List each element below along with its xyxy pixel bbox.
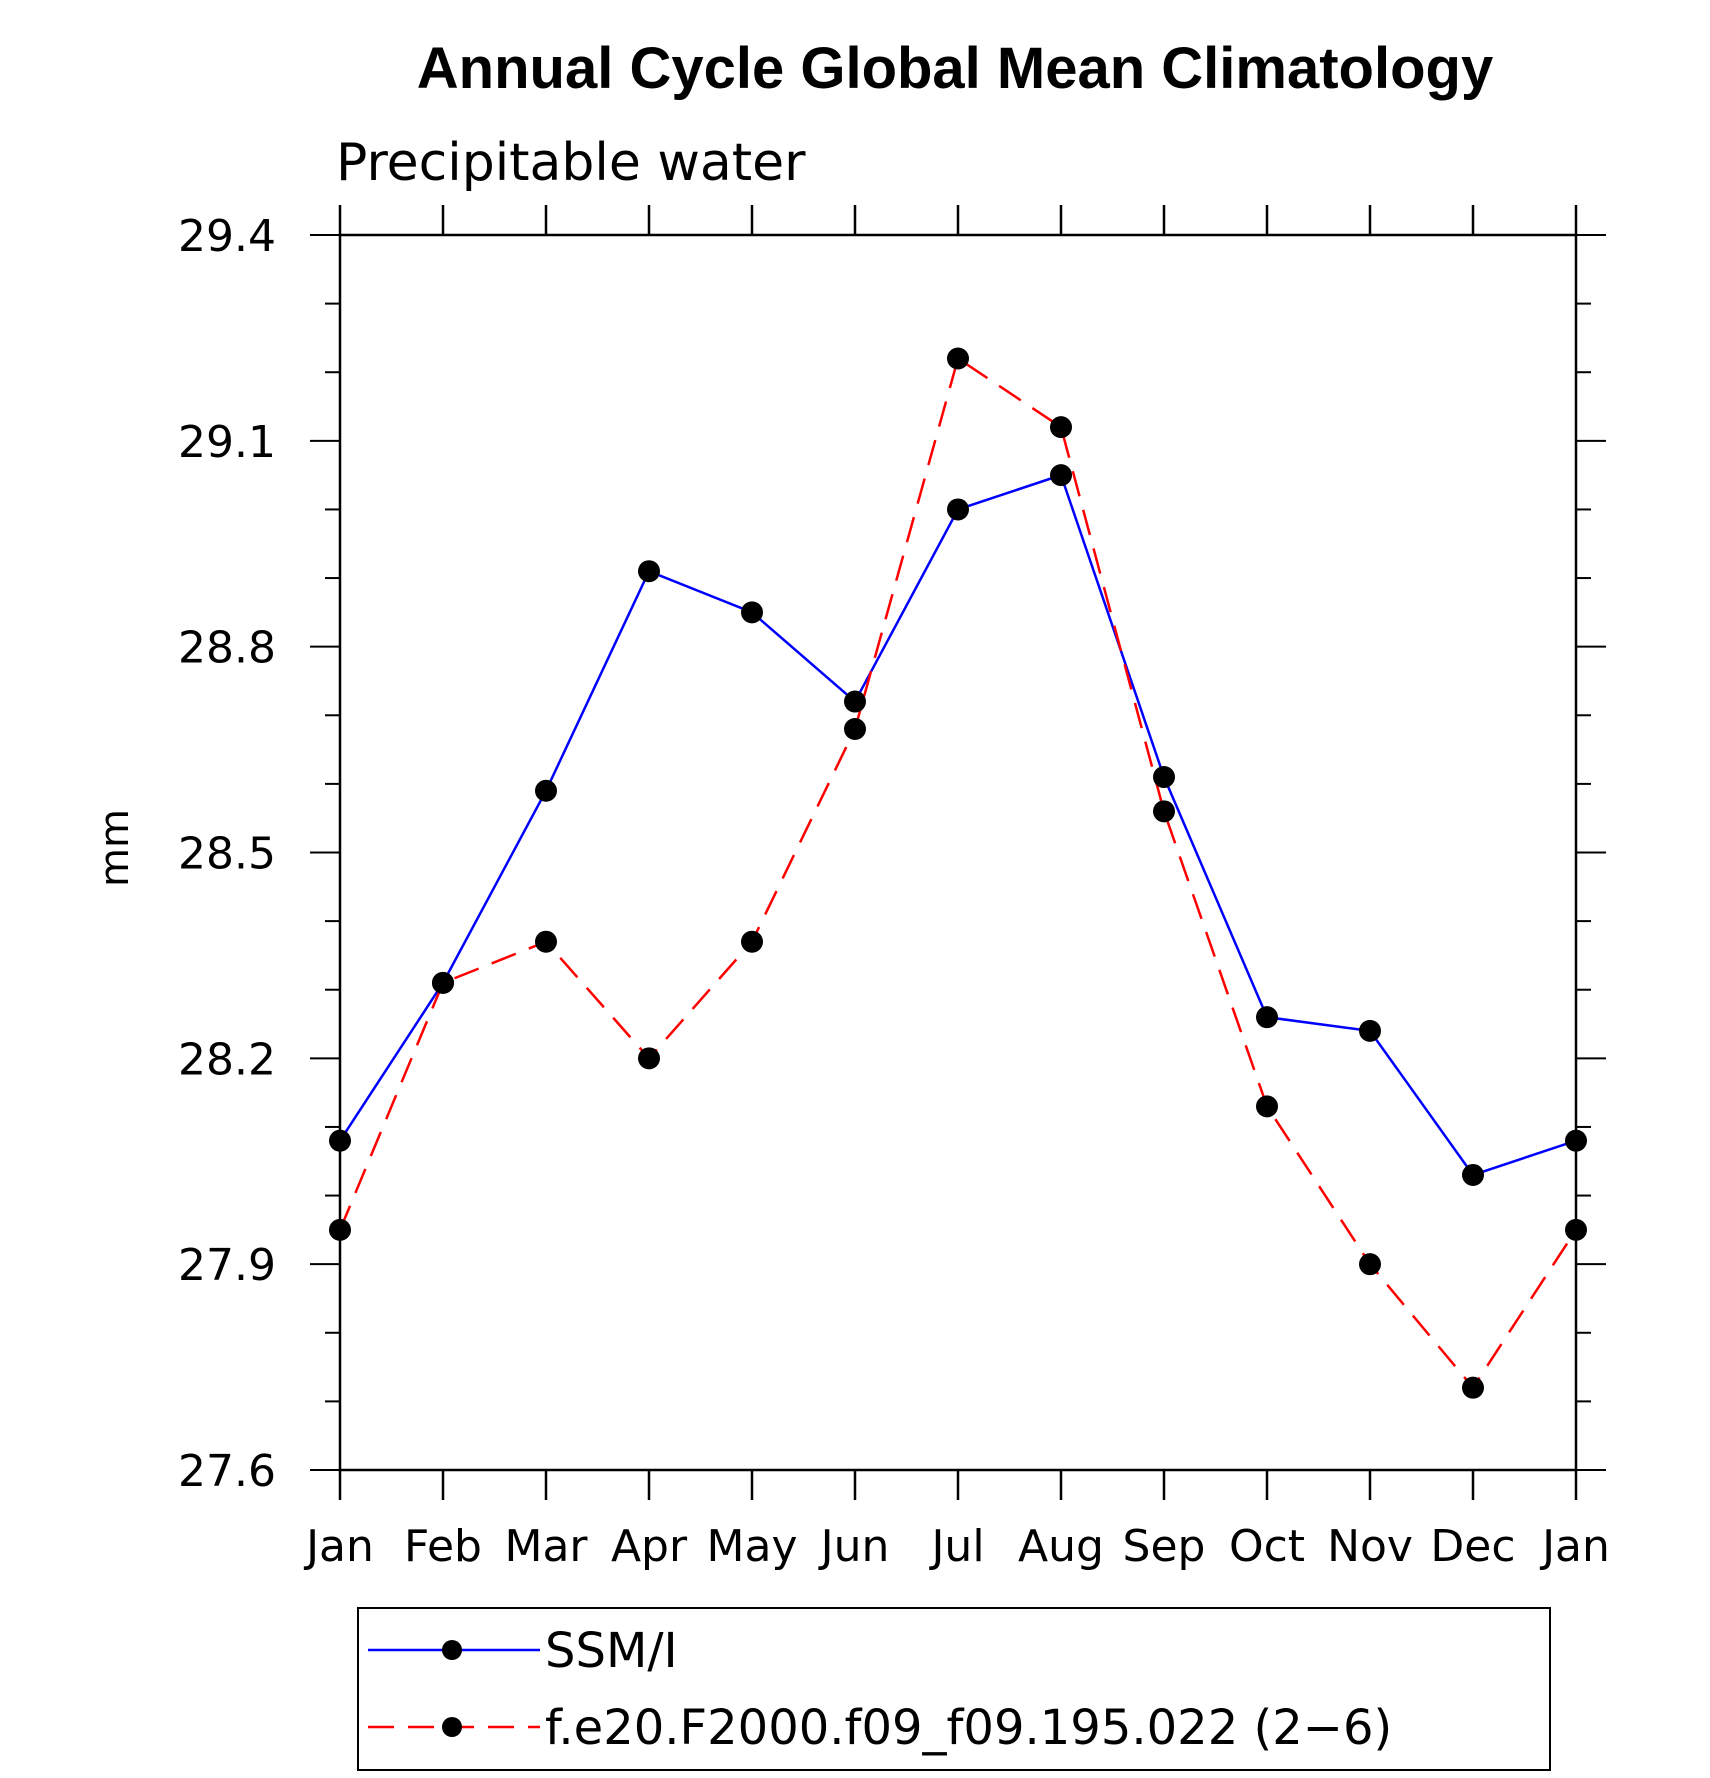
x-tick-label: Apr bbox=[611, 1521, 688, 1572]
series-point-1 bbox=[638, 1047, 660, 1070]
x-tick-label: Oct bbox=[1229, 1521, 1305, 1572]
series-point-1 bbox=[1153, 800, 1175, 823]
series-line-0 bbox=[338, 473, 1577, 1177]
series-point-1 bbox=[741, 930, 763, 953]
axis-ticks bbox=[310, 205, 1606, 1500]
y-tick-label: 28.8 bbox=[178, 623, 276, 674]
series-point-1 bbox=[1359, 1253, 1381, 1276]
y-tick-label: 28.2 bbox=[178, 1034, 276, 1085]
x-tick-label: May bbox=[707, 1521, 798, 1572]
y-tick-label: 29.1 bbox=[178, 417, 276, 468]
legend-box bbox=[357, 1607, 1551, 1771]
series-point-0 bbox=[638, 560, 660, 583]
series-point-0 bbox=[1256, 1006, 1278, 1029]
x-tick-label: Dec bbox=[1430, 1521, 1515, 1572]
legend-label-ssmi: SSM/I bbox=[545, 1623, 678, 1679]
y-tick-label: 27.6 bbox=[178, 1446, 276, 1497]
y-tick-labels: 27.6 27.9 28.2 28.5 28.8 29.1 29.4 bbox=[178, 211, 276, 1497]
series-point-1 bbox=[1050, 416, 1072, 439]
series-point-1 bbox=[844, 718, 866, 740]
plot-frame bbox=[338, 233, 1578, 1472]
series-point-1 bbox=[329, 1218, 351, 1241]
series-point-1 bbox=[535, 930, 557, 953]
x-tick-label: Jun bbox=[818, 1521, 890, 1572]
series-point-0 bbox=[947, 498, 969, 521]
series-point-1 bbox=[1256, 1095, 1278, 1118]
y-tick-label: 27.9 bbox=[178, 1240, 276, 1291]
series-point-0 bbox=[1462, 1163, 1484, 1186]
series-point-0 bbox=[1565, 1129, 1587, 1152]
series-point-0 bbox=[741, 601, 763, 624]
legend-marker-model bbox=[442, 1717, 462, 1737]
series-point-0 bbox=[1153, 766, 1175, 789]
series-point-1 bbox=[1565, 1218, 1587, 1241]
series-point-0 bbox=[844, 690, 866, 713]
legend-label-model: f.e20.F2000.f09_f09.195.022 (2−6) bbox=[545, 1700, 1392, 1756]
x-tick-label: Feb bbox=[404, 1521, 482, 1572]
legend-marker-ssmi bbox=[442, 1640, 462, 1660]
x-tick-label: Jan bbox=[303, 1521, 374, 1572]
legend: SSM/I f.e20.F2000.f09_f09.195.022 (2−6) bbox=[357, 1607, 1551, 1771]
chart-title: Annual Cycle Global Mean Climatology bbox=[417, 36, 1493, 101]
x-tick-labels: Jan Feb Mar Apr May Jun Jul Aug Sep Oct Nov Dec Jan bbox=[303, 1521, 1610, 1572]
series-point-1 bbox=[947, 347, 969, 370]
x-tick-label: Jan bbox=[1539, 1521, 1610, 1572]
chart-subtitle: Precipitable water bbox=[336, 133, 806, 193]
series-point-0 bbox=[329, 1129, 351, 1152]
series-point-0 bbox=[1050, 464, 1072, 487]
y-tick-label: 29.4 bbox=[178, 211, 276, 262]
x-tick-label: Jul bbox=[928, 1521, 984, 1572]
y-tick-label: 28.5 bbox=[178, 829, 276, 880]
series-point-0 bbox=[535, 779, 557, 802]
series-markers bbox=[329, 347, 1587, 1399]
x-tick-label: Mar bbox=[504, 1521, 588, 1572]
series-point-1 bbox=[1462, 1376, 1484, 1399]
y-axis-label: mm bbox=[92, 809, 138, 887]
plot-border bbox=[338, 233, 1578, 1472]
x-tick-label: Aug bbox=[1018, 1521, 1104, 1572]
series-point-1 bbox=[432, 971, 454, 994]
x-tick-label: Nov bbox=[1327, 1521, 1413, 1572]
series-point-0 bbox=[1359, 1019, 1381, 1042]
x-tick-label: Sep bbox=[1123, 1521, 1206, 1572]
